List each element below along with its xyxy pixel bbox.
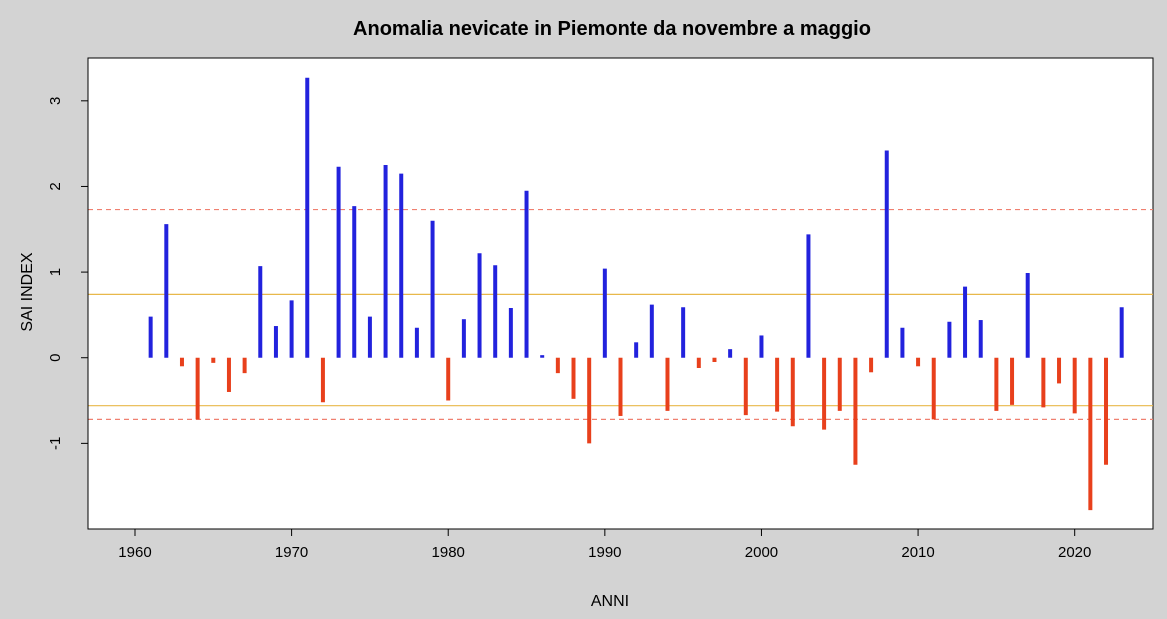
y-axis: -1 0 1 2 3 [47, 97, 89, 450]
x-axis: 1960 1970 1980 1990 2000 2010 2020 [118, 528, 1091, 561]
x-tick-label: 1990 [588, 544, 621, 561]
y-tick-label: 1 [47, 268, 64, 276]
chart-title: Anomalia nevicate in Piemonte da novembr… [353, 18, 871, 40]
x-tick-label: 2010 [901, 544, 934, 561]
y-tick-label: -1 [47, 437, 64, 450]
bars [148, 77, 1124, 511]
x-tick-label: 2020 [1058, 544, 1091, 561]
y-tick-label: 2 [47, 182, 64, 190]
x-tick-label: 1970 [275, 544, 308, 561]
x-tick-label: 2000 [745, 544, 778, 561]
x-axis-label: ANNI [591, 593, 629, 610]
plot-area [87, 57, 1154, 530]
x-tick-label: 1960 [118, 544, 151, 561]
y-axis-label: SAI INDEX [19, 252, 36, 331]
y-tick-label: 3 [47, 97, 64, 105]
y-tick-label: 0 [47, 354, 64, 362]
x-tick-label: 1980 [432, 544, 465, 561]
